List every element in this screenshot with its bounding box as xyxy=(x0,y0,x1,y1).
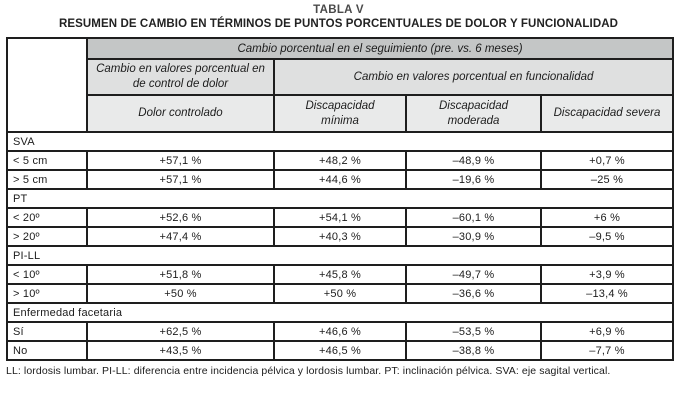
cell-value: –36,6 % xyxy=(405,283,542,304)
header-col-discapacidad-minima: Discapacidad mínima xyxy=(273,94,407,133)
data-row: < 5 cm +57,1 % +48,2 % –48,9 % +0,7 % xyxy=(6,150,675,171)
section-header-row: PT xyxy=(5,188,675,209)
cell-value: +52,6 % xyxy=(86,207,275,228)
cell-value: +6,9 % xyxy=(539,321,675,342)
cell-value: –38,8 % xyxy=(405,340,542,361)
cell-value: +40,3 % xyxy=(273,226,407,247)
cell-value: +6 % xyxy=(539,207,675,228)
cell-value: +45,8 % xyxy=(273,264,407,285)
cell-value: +62,5 % xyxy=(86,321,275,342)
table-header: Cambio porcentual en el seguimiento (pre… xyxy=(6,37,675,133)
data-row: < 20º +52,6 % +54,1 % –60,1 % +6 % xyxy=(6,207,675,228)
header-col-dolor-controlado: Dolor controlado xyxy=(86,94,275,133)
cell-value: +3,9 % xyxy=(539,264,675,285)
cell-value: +46,6 % xyxy=(273,321,407,342)
cell-value: +0,7 % xyxy=(539,150,675,171)
table-subtitle: RESUMEN DE CAMBIO EN TÉRMINOS DE PUNTOS … xyxy=(58,18,619,30)
cell-value: –7,7 % xyxy=(539,340,675,361)
row-label: Sí xyxy=(6,321,88,342)
cell-value: +44,6 % xyxy=(273,169,407,190)
section-label: PI-LL xyxy=(5,245,675,266)
cell-value: +50 % xyxy=(86,283,275,304)
row-label: < 10º xyxy=(6,264,88,285)
cell-value: –19,6 % xyxy=(405,169,542,190)
row-label: No xyxy=(6,340,88,361)
cell-value: +57,1 % xyxy=(86,169,275,190)
data-row: < 10º +51,8 % +45,8 % –49,7 % +3,9 % xyxy=(6,264,675,285)
cell-value: –48,9 % xyxy=(405,150,542,171)
row-label: > 5 cm xyxy=(6,169,88,190)
cell-value: –25 % xyxy=(539,169,675,190)
header-followup: Cambio porcentual en el seguimiento (pre… xyxy=(85,37,675,60)
row-label: < 20º xyxy=(6,207,88,228)
cell-value: –60,1 % xyxy=(405,207,542,228)
section-label: PT xyxy=(5,188,675,209)
cell-value: +51,8 % xyxy=(86,264,275,285)
header-row-groups: Cambio en valores porcentual en de contr… xyxy=(7,58,675,96)
section-label: Enfermedad facetaria xyxy=(5,302,675,323)
cell-value: +48,2 % xyxy=(273,150,407,171)
cell-value: +50 % xyxy=(273,283,407,304)
table-title: TABLA V xyxy=(313,4,364,16)
data-row: Sí +62,5 % +46,6 % –53,5 % +6,9 % xyxy=(6,321,675,342)
cell-value: –30,9 % xyxy=(405,226,542,247)
cell-value: –13,4 % xyxy=(539,283,675,304)
header-col-discapacidad-moderada: Discapacidad moderada xyxy=(405,94,542,133)
cell-value: –53,5 % xyxy=(405,321,542,342)
section-label: SVA xyxy=(5,131,675,152)
row-label: > 20º xyxy=(6,226,88,247)
row-label: < 5 cm xyxy=(6,150,88,171)
header-col-discapacidad-severa: Discapacidad severa xyxy=(539,94,675,133)
data-row: > 10º +50 % +50 % –36,6 % –13,4 % xyxy=(6,283,675,304)
data-row: No +43,5 % +46,5 % –38,8 % –7,7 % xyxy=(6,340,675,361)
cell-value: +57,1 % xyxy=(86,150,275,171)
cell-value: +46,5 % xyxy=(273,340,407,361)
cell-value: –49,7 % xyxy=(405,264,542,285)
section-header-row: SVA xyxy=(5,131,675,152)
cell-value: +47,4 % xyxy=(86,226,275,247)
cell-value: +54,1 % xyxy=(273,207,407,228)
header-blank-cell xyxy=(6,37,88,133)
table-footnote: LL: lordosis lumbar. PI-LL: diferencia e… xyxy=(6,365,611,377)
cell-value: –9,5 % xyxy=(539,226,675,247)
section-header-row: PI-LL xyxy=(5,245,675,266)
header-row-columns: Dolor controlado Discapacidad mínima Dis… xyxy=(7,94,675,133)
header-group-pain: Cambio en valores porcentual en de contr… xyxy=(86,58,275,96)
summary-table: Cambio porcentual en el seguimiento (pre… xyxy=(5,37,675,361)
data-row: > 5 cm +57,1 % +44,6 % –19,6 % –25 % xyxy=(6,169,675,190)
row-label: > 10º xyxy=(6,283,88,304)
cell-value: +43,5 % xyxy=(86,340,275,361)
data-row: > 20º +47,4 % +40,3 % –30,9 % –9,5 % xyxy=(6,226,675,247)
section-header-row: Enfermedad facetaria xyxy=(5,302,675,323)
table-body: SVA < 5 cm +57,1 % +48,2 % –48,9 % +0,7 % > 5 … xyxy=(5,131,675,361)
header-group-functionality: Cambio en valores porcentual en funciona… xyxy=(272,58,675,96)
header-row-followup: Cambio porcentual en el seguimiento (pre… xyxy=(6,37,675,133)
